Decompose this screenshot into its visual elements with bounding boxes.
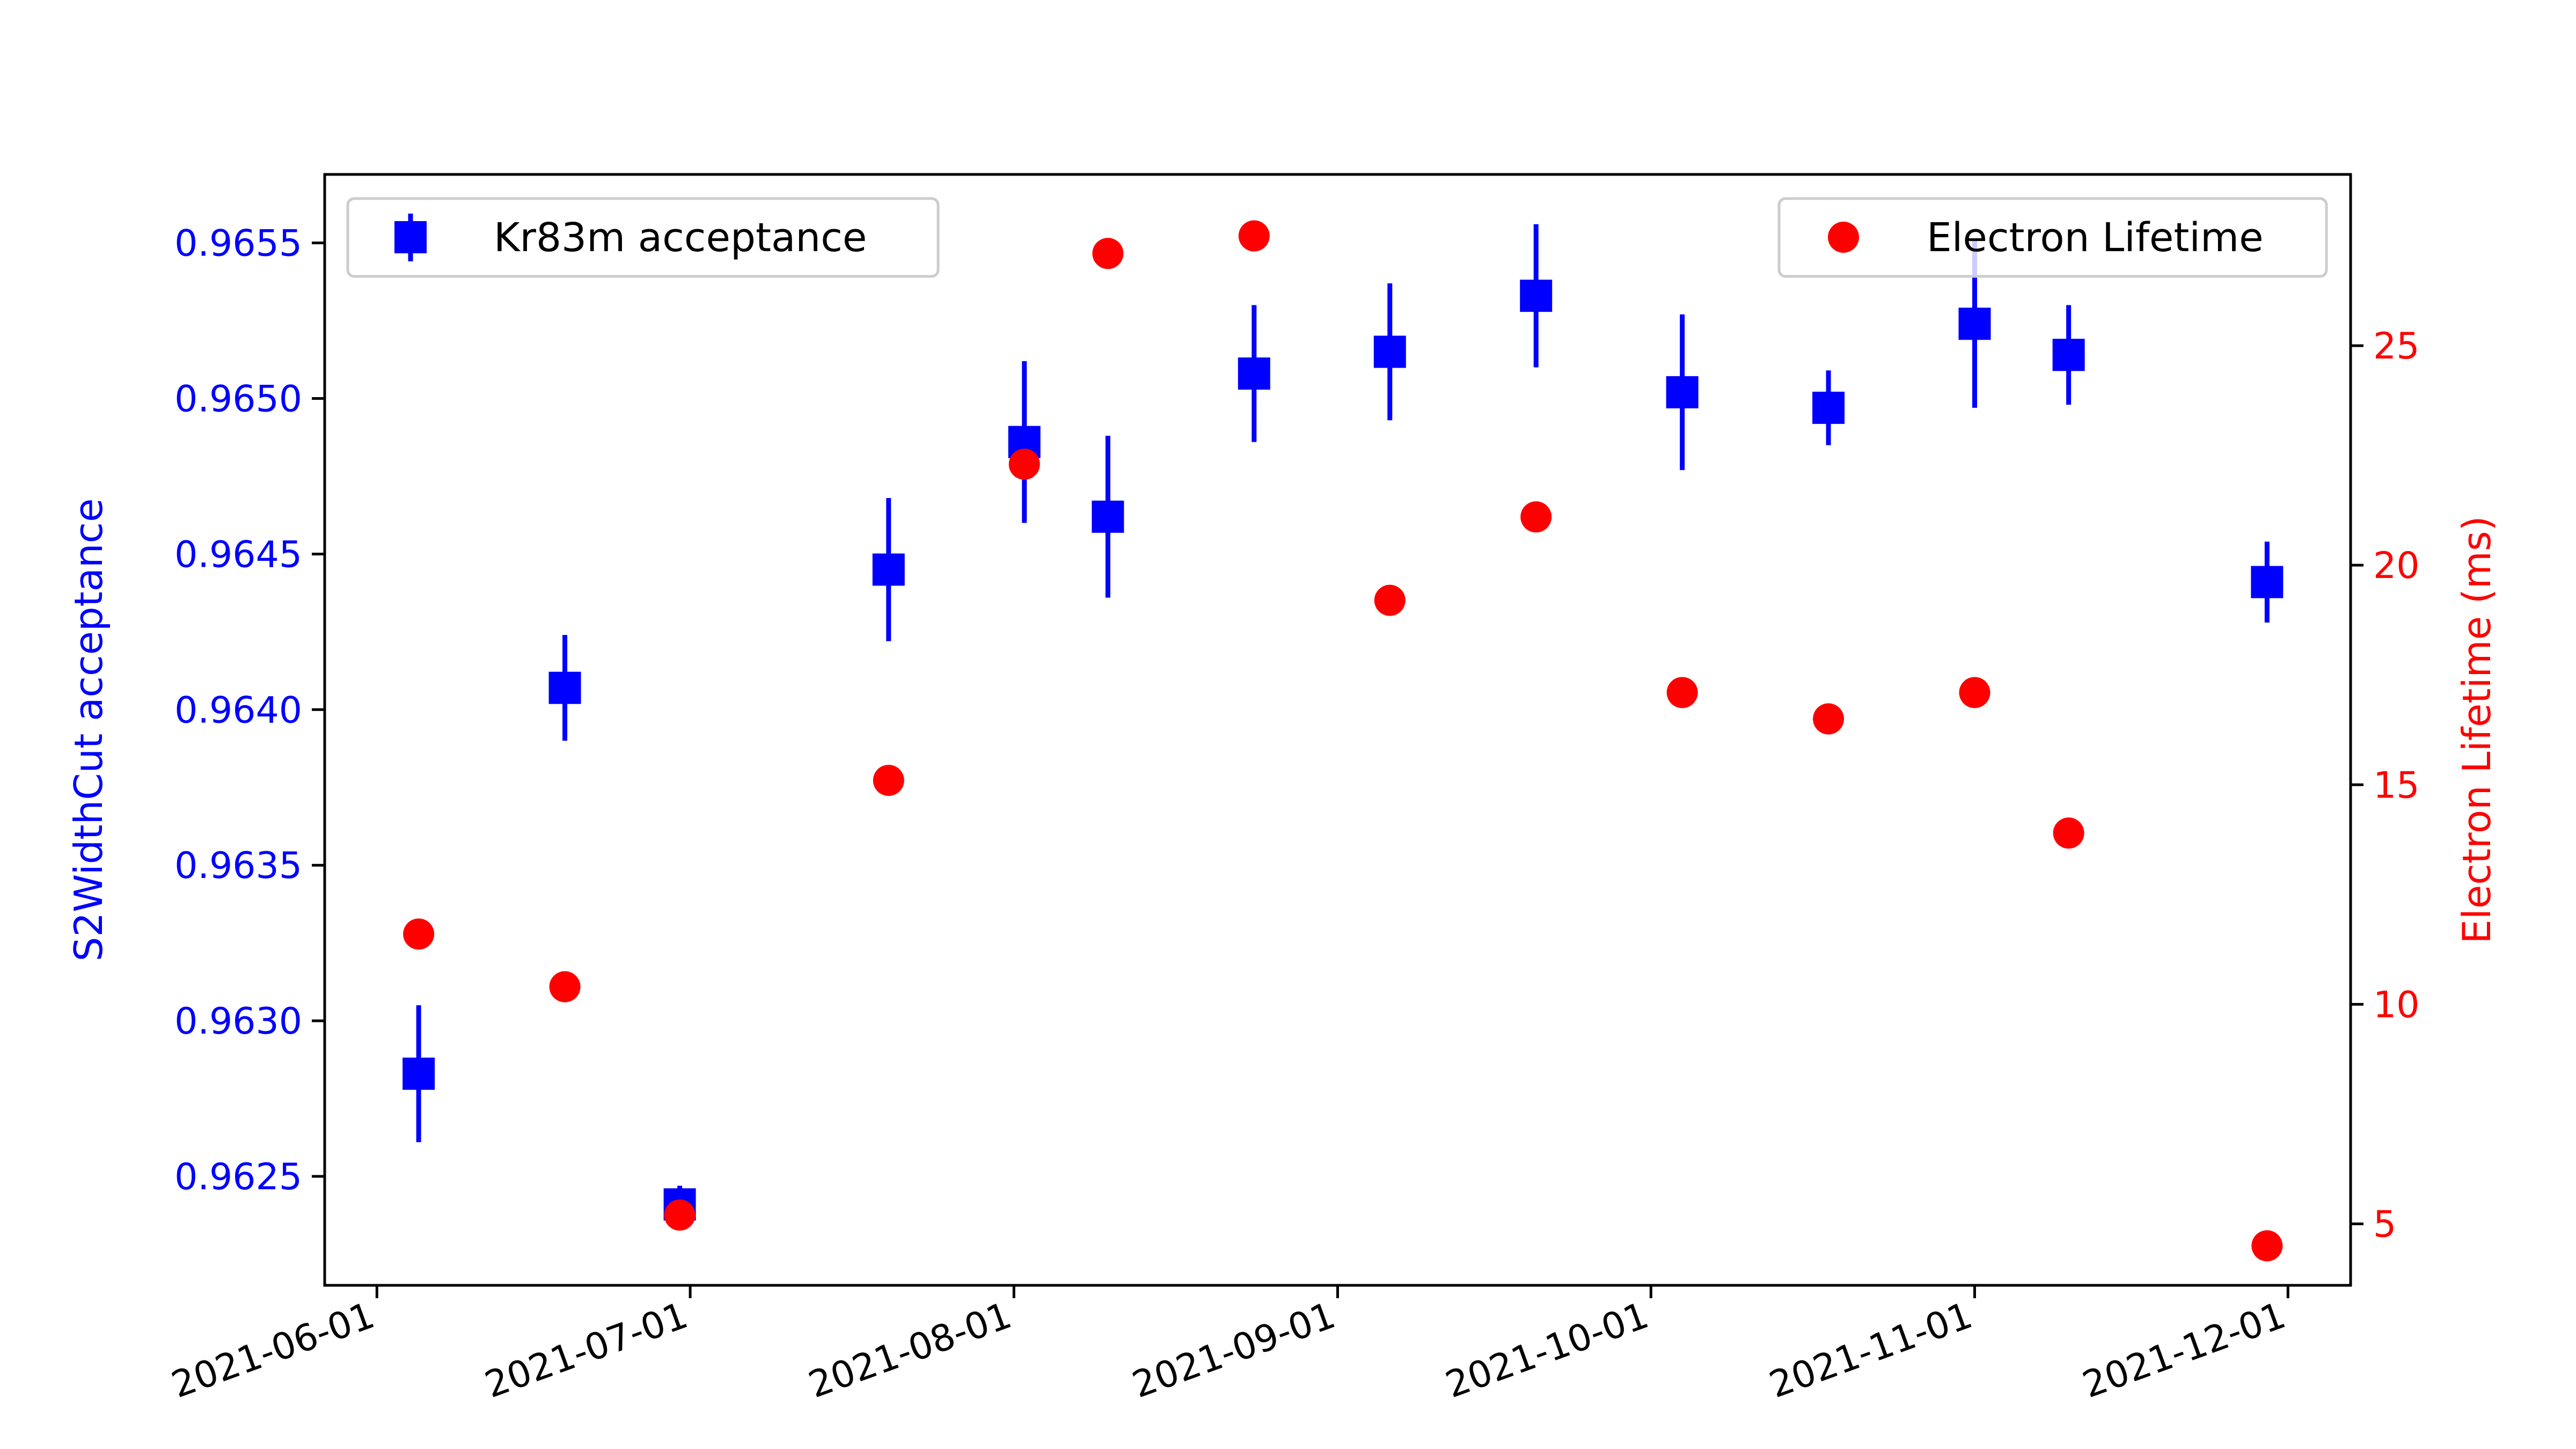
- electron-lifetime-point: [403, 918, 435, 950]
- electron-lifetime-point: [1238, 220, 1270, 252]
- electron-lifetime-point: [1666, 677, 1698, 708]
- left-tick-label: 0.9645: [174, 533, 302, 576]
- left-tick-label: 0.9635: [174, 845, 302, 887]
- electron-lifetime-point: [2251, 1230, 2283, 1262]
- legend-kr83m: Kr83m acceptance: [346, 197, 940, 278]
- electron-lifetime-point: [1092, 238, 1124, 269]
- chart-marks: [402, 220, 2284, 1262]
- acceptance-point: [1958, 308, 1991, 340]
- left-tick-label: 0.9650: [174, 378, 302, 420]
- left-tick-label: 0.9655: [174, 223, 302, 265]
- left-tick-label: 0.9630: [174, 1000, 302, 1043]
- right-tick-label: 25: [2373, 325, 2420, 368]
- acceptance-point: [1373, 335, 1406, 368]
- right-y-axis: 5 10 15 20 25: [2351, 325, 2420, 1246]
- acceptance-point: [1666, 376, 1699, 408]
- acceptance-point: [548, 671, 581, 704]
- acceptance-point: [402, 1057, 435, 1090]
- left-y-axis: 0.9625 0.9630 0.9635 0.9640 0.9645 0.9650 0.96…: [174, 223, 325, 1198]
- left-tick-label: 0.9640: [174, 689, 302, 731]
- right-tick-label: 15: [2373, 764, 2420, 807]
- acceptance-point: [872, 553, 905, 586]
- right-tick-label: 10: [2373, 984, 2420, 1026]
- legend-label-kr83m: Kr83m acceptance: [494, 215, 867, 261]
- right-tick-label: 5: [2373, 1203, 2396, 1246]
- left-tick-label: 0.9625: [174, 1156, 302, 1198]
- legend-label-electron-lifetime: Electron Lifetime: [1927, 215, 2264, 261]
- electron-lifetime-point: [549, 971, 581, 1002]
- electron-lifetime-point: [1008, 449, 1040, 480]
- electron-lifetime-point: [1813, 703, 1845, 735]
- legend-marker-circle: [1828, 222, 1859, 253]
- legend-square: [394, 221, 427, 253]
- legend-electron-lifetime: Electron Lifetime: [1777, 197, 2328, 278]
- acceptance-point: [1092, 500, 1124, 533]
- electron-lifetime-point: [664, 1199, 696, 1231]
- acceptance-point: [1812, 391, 1845, 424]
- electron-lifetime-point: [873, 765, 904, 796]
- electron-lifetime-point: [1959, 677, 1990, 708]
- legend-marker-square: [394, 214, 427, 261]
- right-tick-label: 20: [2373, 545, 2420, 587]
- acceptance-point: [1238, 357, 1270, 390]
- acceptance-point: [1520, 280, 1553, 312]
- legend-box-right: [1777, 197, 2328, 278]
- left-axis-label: S2WidthCut acceptance: [66, 499, 111, 962]
- acceptance-point: [2251, 566, 2284, 598]
- electron-lifetime-point: [1374, 584, 1406, 616]
- right-axis-label: Electron Lifetime (ms): [2454, 516, 2499, 943]
- electron-lifetime-point: [2053, 817, 2084, 849]
- electron-lifetime-point: [1520, 501, 1552, 533]
- acceptance-point: [2052, 339, 2085, 371]
- legend-box-left: [346, 197, 940, 278]
